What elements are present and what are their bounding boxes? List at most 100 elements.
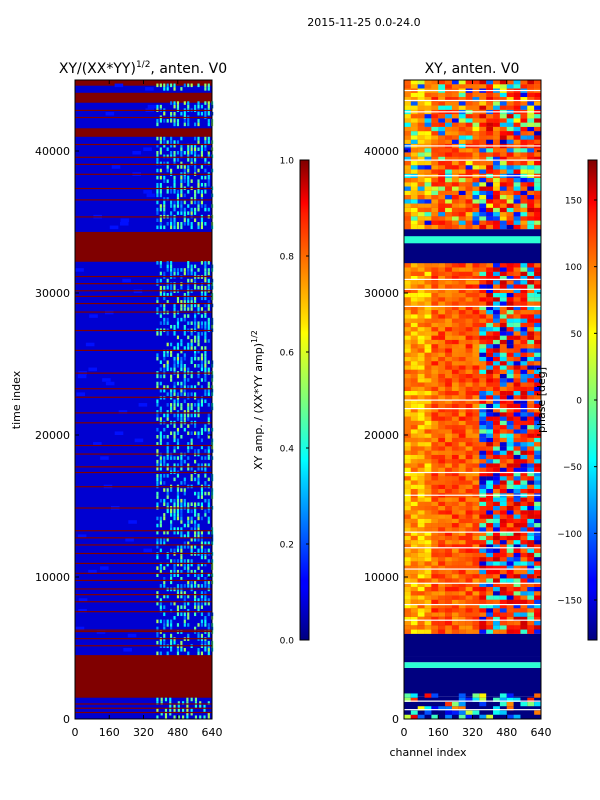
heatmap-cell <box>431 105 439 110</box>
heatmap-cell <box>513 625 521 630</box>
heatmap-cell <box>166 403 169 407</box>
heatmap-cell <box>163 83 166 88</box>
heatmap-cell <box>410 403 418 409</box>
heatmap-cell <box>438 148 446 153</box>
heatmap-cell <box>465 420 473 426</box>
heatmap-cell <box>458 195 466 200</box>
heatmap-cell <box>197 651 200 656</box>
heatmap-cell <box>506 339 514 345</box>
heatmap-cell <box>479 190 487 196</box>
heatmap-cell <box>527 152 535 157</box>
heatmap-cell <box>204 346 207 350</box>
heatmap-cell <box>479 497 487 502</box>
heatmap-cell <box>465 540 473 545</box>
amplitude-colorbar-label: XY amp. / (XX*YY amp)1/2 <box>250 330 265 470</box>
heatmap-cell <box>187 442 190 446</box>
heatmap-cell <box>173 431 176 435</box>
flagged-row-line <box>75 638 212 640</box>
heatmap-cell <box>173 456 176 460</box>
heatmap-cell <box>451 416 459 421</box>
heatmap-cell <box>431 92 439 98</box>
heatmap-cell <box>173 466 176 471</box>
heatmap-cell <box>187 424 190 428</box>
heatmap-cell <box>163 136 166 141</box>
heatmap-cell <box>173 104 176 109</box>
heatmap-cell <box>431 335 439 340</box>
heatmap-cell <box>486 318 494 323</box>
heatmap-cell <box>194 339 197 343</box>
heatmap-cell <box>499 476 507 481</box>
heatmap-cell <box>445 586 452 592</box>
heatmap-cell <box>451 514 459 519</box>
heatmap-cell <box>424 523 432 528</box>
heatmap-cell <box>493 527 500 532</box>
heatmap-cell <box>479 80 487 85</box>
heatmap-cell <box>472 122 480 127</box>
heatmap-cell <box>486 378 494 383</box>
heatmap-cell <box>506 714 514 719</box>
heatmap-cell <box>164 715 168 719</box>
heatmap-cell <box>445 339 452 345</box>
heatmap-cell <box>506 288 514 293</box>
heatmap-cell <box>431 216 439 221</box>
heatmap-cell <box>424 395 432 400</box>
heatmap-cell <box>493 148 500 153</box>
heatmap-cell <box>207 271 210 276</box>
heatmap-cell <box>458 621 466 626</box>
heatmap-cell <box>520 318 528 323</box>
heatmap-cell <box>520 561 528 566</box>
heatmap-cell <box>513 565 521 570</box>
heatmap-cell <box>410 612 418 617</box>
heatmap-cell <box>472 399 480 404</box>
heatmap-cell <box>534 293 541 298</box>
heatmap-cell <box>438 518 446 524</box>
heatmap-cell <box>534 408 541 413</box>
heatmap-cell <box>472 544 480 549</box>
heatmap-cell <box>170 648 173 652</box>
heatmap-cell <box>183 101 186 105</box>
heatmap-cell <box>465 148 473 153</box>
heatmap-cell <box>197 140 200 144</box>
heatmap-cell <box>156 83 159 88</box>
heatmap-cell <box>527 148 535 153</box>
heatmap-cell <box>190 580 193 585</box>
heatmap-cell <box>472 284 480 289</box>
heatmap-cell <box>527 186 535 191</box>
heatmap-cell <box>417 442 425 447</box>
heatmap-cell <box>513 190 521 196</box>
heatmap-cell <box>534 369 541 374</box>
heatmap-cell <box>78 598 88 602</box>
heatmap-cell <box>486 471 494 477</box>
heatmap-cell <box>506 531 514 536</box>
heatmap-cell <box>156 403 159 407</box>
heatmap-cell <box>163 154 166 159</box>
x-tick-label: 160 <box>99 726 120 739</box>
heatmap-cell <box>506 267 514 272</box>
heatmap-cell <box>180 488 183 492</box>
heatmap-cell <box>200 285 204 290</box>
heatmap-cell <box>200 367 204 372</box>
heatmap-cell <box>200 502 204 506</box>
heatmap-cell <box>520 518 528 524</box>
heatmap-cell <box>451 131 459 136</box>
heatmap-cell <box>479 327 487 332</box>
heatmap-cell <box>187 608 190 613</box>
heatmap-cell <box>200 356 204 361</box>
heatmap-cell <box>486 531 494 536</box>
heatmap-cell <box>534 425 541 430</box>
heatmap-cell <box>527 535 535 541</box>
heatmap-cell <box>194 211 197 215</box>
heatmap-cell <box>187 523 190 528</box>
heatmap-cell <box>190 711 193 716</box>
heatmap-cell <box>166 278 169 283</box>
heatmap-cell <box>520 373 528 379</box>
heatmap-cell <box>451 182 459 187</box>
heatmap-cell <box>527 701 535 707</box>
heatmap-cell <box>424 625 432 630</box>
heatmap-cell <box>159 314 162 318</box>
heatmap-cell <box>479 297 487 302</box>
heatmap-cell <box>534 450 541 455</box>
heatmap-cell <box>493 369 500 374</box>
heatmap-cell <box>204 271 207 276</box>
